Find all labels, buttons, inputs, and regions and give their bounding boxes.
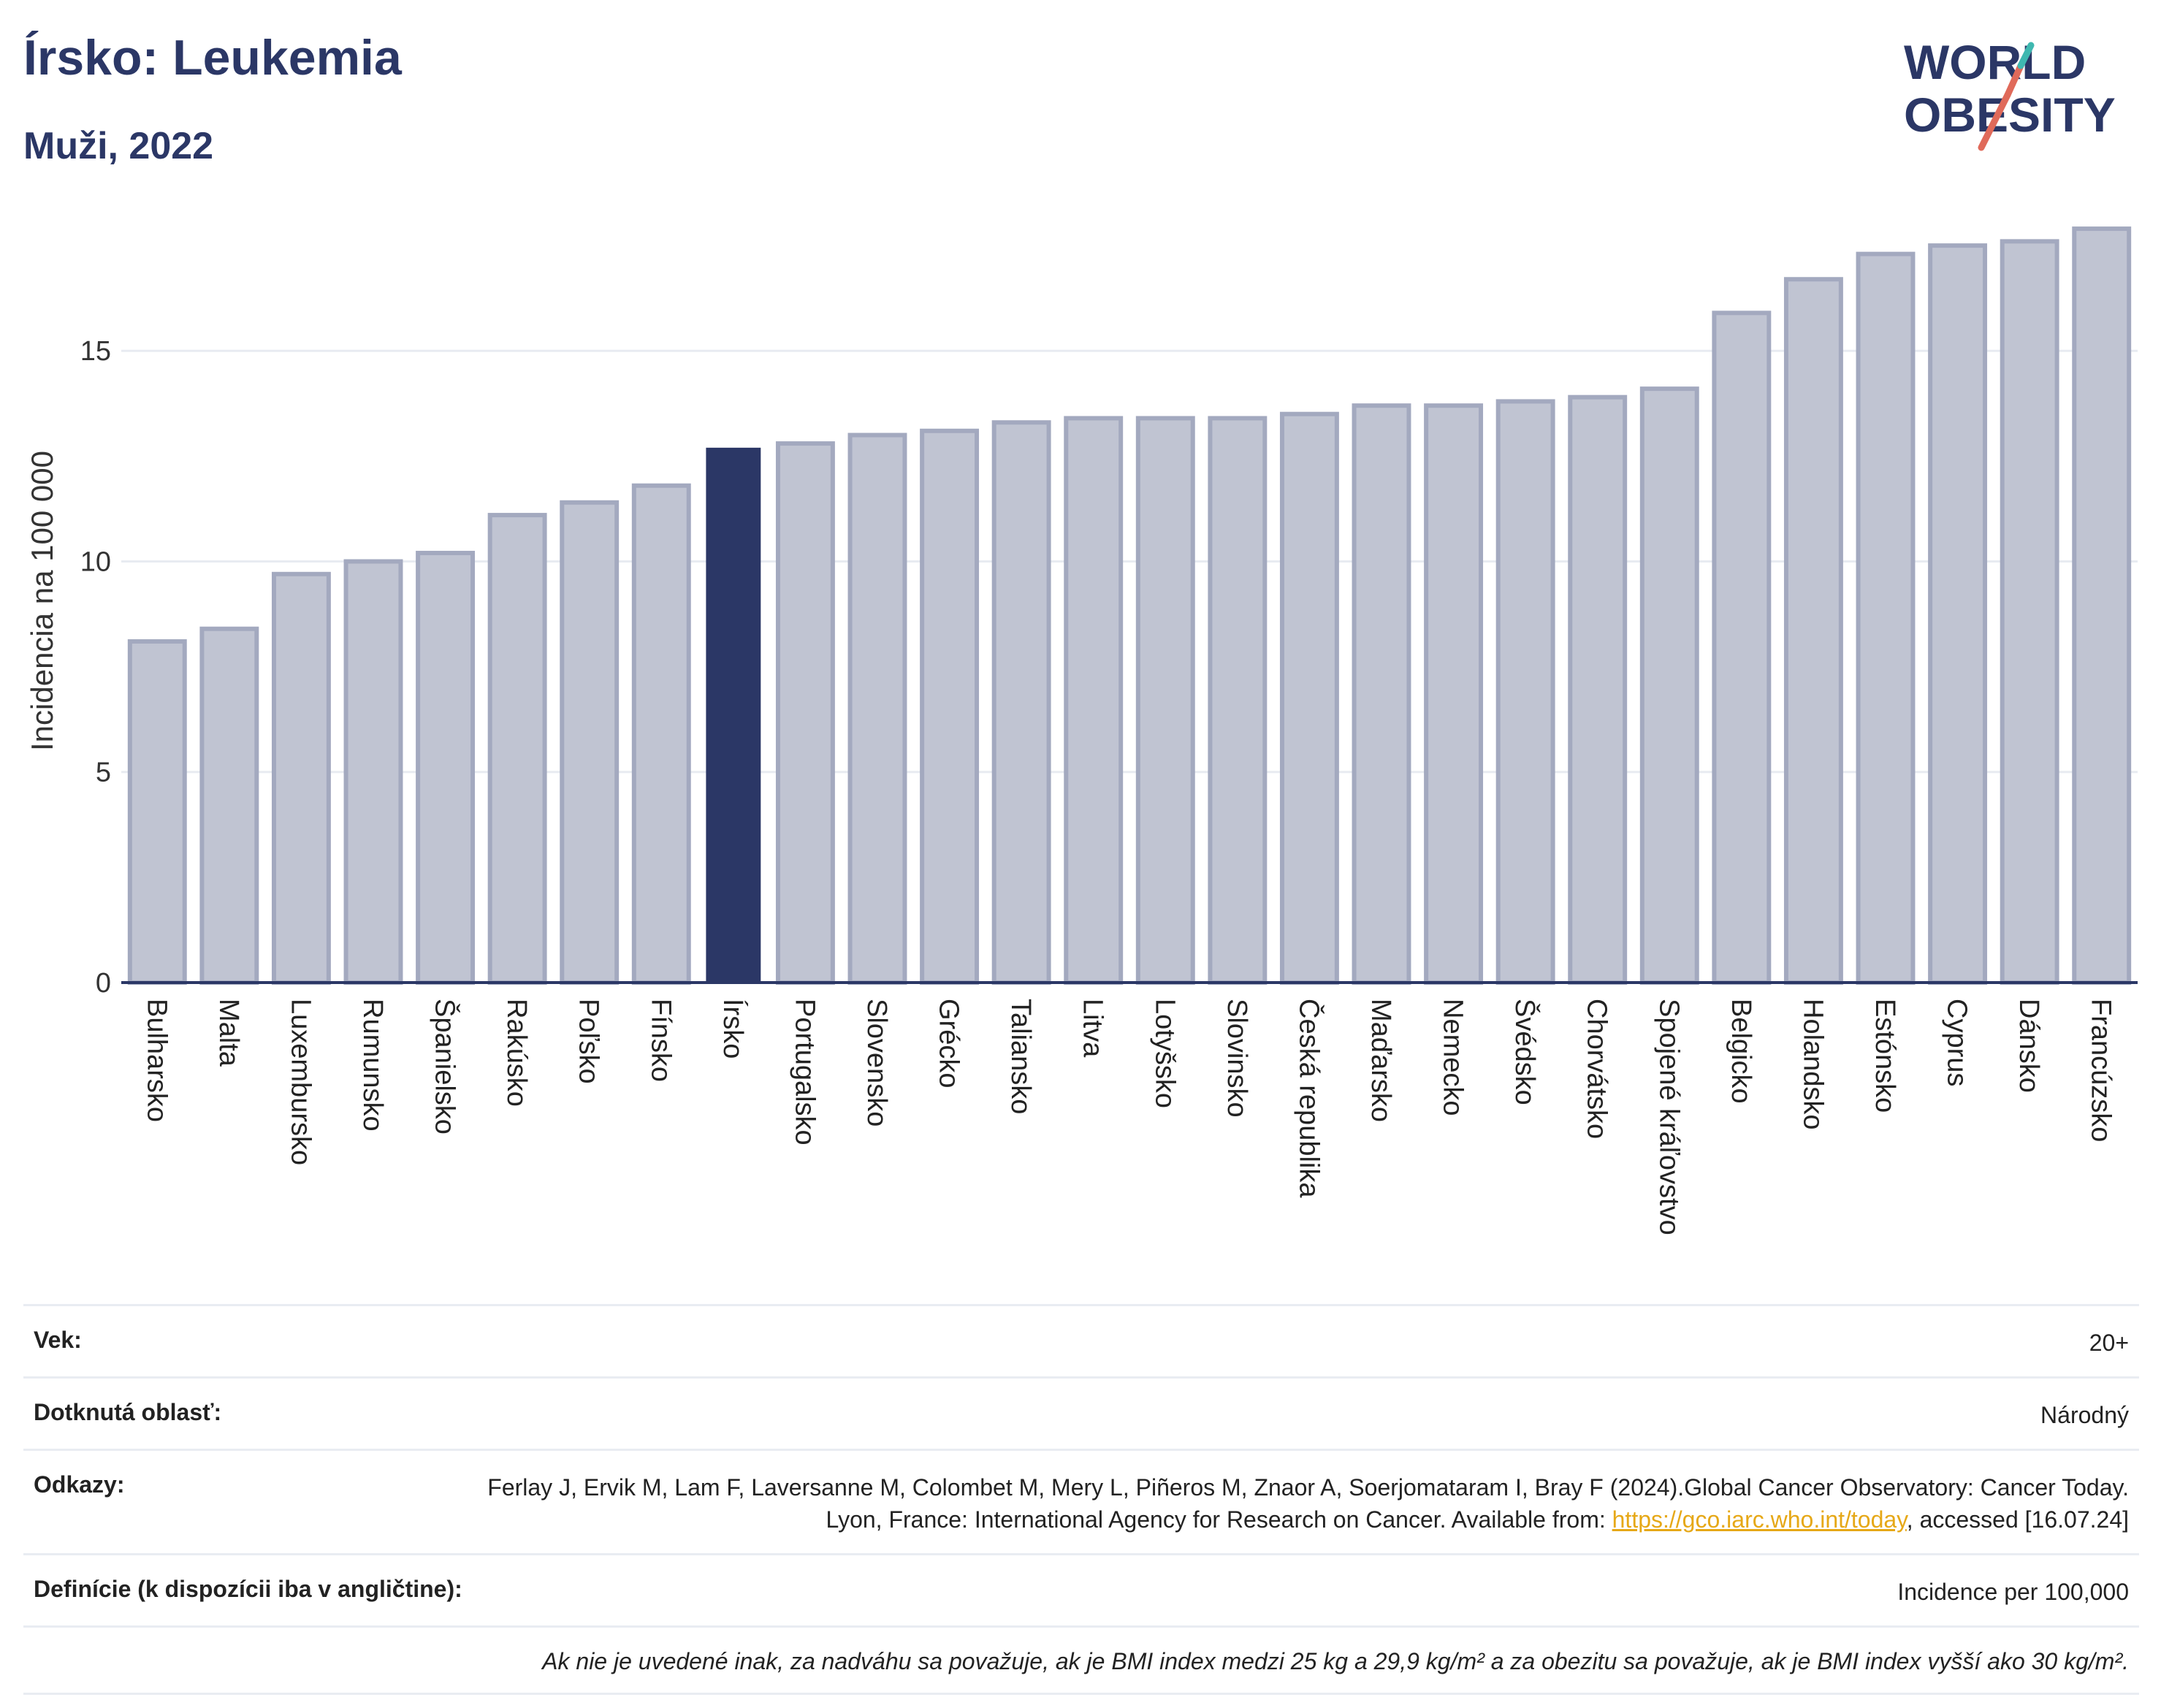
bar <box>1279 411 1339 985</box>
y-tick-label: 10 <box>80 546 111 577</box>
bmi-note: Ak nie je uvedené inak, za nadváhu sa po… <box>542 1648 2129 1674</box>
references-value: Ferlay J, Ervik M, Lam F, Laversanne M, … <box>449 1471 2129 1536</box>
logo-line1: WORLD <box>1904 35 2086 89</box>
x-tick-label: Nemecko <box>1438 999 1468 1116</box>
age-label: Vek: <box>34 1327 82 1353</box>
area-label: Dotknutá oblasť: <box>34 1399 222 1425</box>
references-accessed: , accessed [16.07.24] <box>1906 1506 2129 1533</box>
references-label: Odkazy: <box>34 1471 125 1498</box>
x-tick-label: Bulharsko <box>141 999 172 1122</box>
info-row-age: Vek: 20+ <box>23 1304 2139 1376</box>
logo-slash-lower <box>1978 91 2011 151</box>
x-tick-label: Estónsko <box>1870 999 1900 1113</box>
bar <box>631 483 691 985</box>
x-tick-label: Dánsko <box>2013 999 2044 1093</box>
x-tick-label: Slovensko <box>861 999 892 1126</box>
area-value: Národný <box>2040 1402 2129 1428</box>
bar <box>1928 243 1988 985</box>
bar <box>1424 403 1484 985</box>
definitions-label: Definície (k dispozícii iba v angličtine… <box>34 1576 462 1602</box>
y-tick-label: 0 <box>96 968 111 999</box>
references-text: Ferlay J, Ervik M, Lam F, Laversanne M, … <box>487 1474 2129 1533</box>
age-value: 20+ <box>2089 1330 2129 1356</box>
info-row-references: Odkazy: Ferlay J, Ervik M, Lam F, Lavers… <box>23 1449 2139 1553</box>
definitions-value: Incidence per 100,000 <box>1897 1579 2129 1605</box>
x-tick-label: Švédsko <box>1509 999 1541 1105</box>
y-tick-label: 5 <box>96 758 111 788</box>
bar <box>343 559 403 985</box>
logo-slash-mid <box>2004 62 2024 99</box>
x-tick-label: Rakúsko <box>501 999 532 1107</box>
x-tick-label: Poľsko <box>573 999 604 1084</box>
x-tick-label: Maďarsko <box>1365 999 1396 1122</box>
x-tick-label: Španielsko <box>430 999 462 1135</box>
bar <box>1856 251 1916 985</box>
bar <box>560 500 620 985</box>
bar <box>2000 239 2059 985</box>
world-obesity-logo[interactable]: WORLD OBESITY <box>1899 29 2141 153</box>
x-tick-label: Slovinsko <box>1221 999 1252 1118</box>
bar <box>1639 386 1699 985</box>
bar <box>1064 416 1124 985</box>
info-table: Vek: 20+ Dotknutá oblasť: Národný Odkazy… <box>23 1304 2139 1695</box>
bar <box>920 428 980 985</box>
bar-highlighted <box>706 447 761 983</box>
x-tick-label: Grécko <box>934 999 964 1088</box>
x-tick-label: Malta <box>213 999 244 1067</box>
chart-subtitle: Muži, 2022 <box>23 125 214 167</box>
bar <box>1712 310 1772 985</box>
x-tick-label: Francúzsko <box>2086 999 2116 1142</box>
bar <box>487 513 547 985</box>
bar <box>775 441 835 985</box>
x-tick-label: Litva <box>1078 999 1108 1058</box>
x-tick-label: Spojené kráľovstvo <box>1653 999 1684 1235</box>
x-tick-label: Lotyšsko <box>1149 999 1180 1108</box>
info-row-note: Ak nie je uvedené inak, za nadváhu sa po… <box>23 1625 2139 1695</box>
bar <box>847 432 907 985</box>
x-tick-label: Cyprus <box>1942 999 1973 1086</box>
x-tick-label: Portugalsko <box>789 999 820 1145</box>
x-tick-label: Holandsko <box>1797 999 1828 1130</box>
bar <box>991 420 1051 985</box>
x-tick-label: Rumunsko <box>357 999 388 1132</box>
bar <box>1135 416 1195 985</box>
x-tick-label: Luxembursko <box>285 999 316 1165</box>
bar <box>271 571 331 985</box>
bar <box>1352 403 1411 985</box>
x-tick-label: Fínsko <box>645 999 676 1082</box>
bar <box>416 550 476 985</box>
bar-chart: 0 5 10 15 Incidencia na 100 000 Bulharsko Malt… <box>25 226 2138 1235</box>
x-tick-label: Taliansko <box>1005 999 1036 1114</box>
info-row-definitions: Definície (k dispozícii iba v angličtine… <box>23 1553 2139 1625</box>
y-axis-label: Incidencia na 100 000 <box>25 451 59 751</box>
bar <box>199 626 259 985</box>
bar <box>127 639 187 985</box>
bar <box>2072 226 2132 985</box>
x-tick-label: Belgicko <box>1726 999 1756 1104</box>
bar <box>1208 416 1268 985</box>
bar <box>1568 394 1628 985</box>
references-link[interactable]: https://gco.iarc.who.int/today <box>1612 1506 1907 1533</box>
x-tick-label: Česká republika <box>1293 999 1325 1198</box>
logo-graphic: WORLD OBESITY <box>1904 35 2116 151</box>
bar <box>1783 277 1843 985</box>
x-tick-label: Írsko <box>717 999 749 1059</box>
x-tick-label: Chorvátsko <box>1582 999 1612 1139</box>
y-tick-label: 15 <box>80 336 111 367</box>
logo-slash-upper <box>2017 42 2035 69</box>
chart-title: Írsko: Leukemia <box>23 30 402 85</box>
bar <box>1495 399 1555 985</box>
info-row-area: Dotknutá oblasť: Národný <box>23 1376 2139 1449</box>
